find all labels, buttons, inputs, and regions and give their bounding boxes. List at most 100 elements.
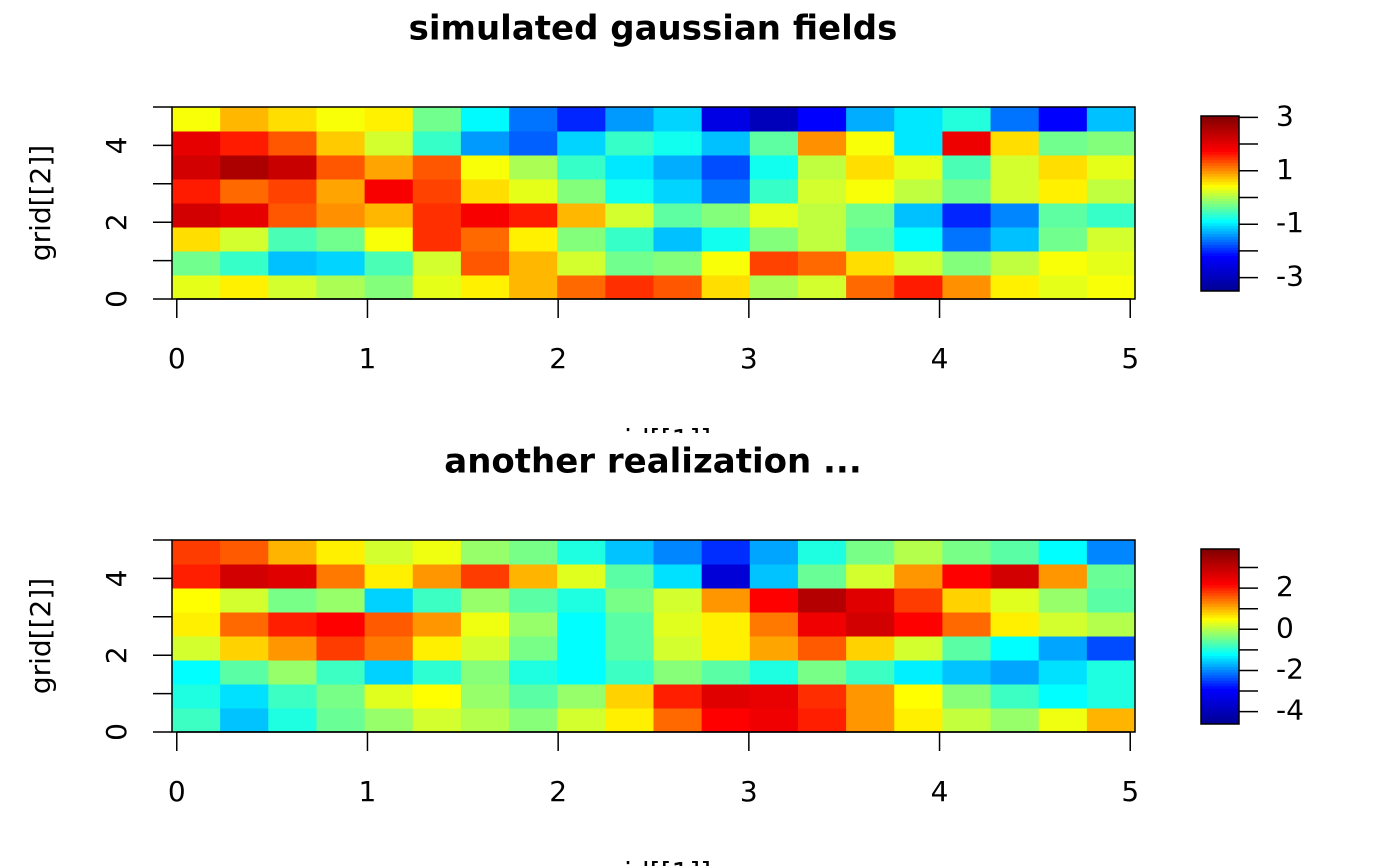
heatmap-cell	[557, 155, 606, 180]
heatmap-cell	[749, 107, 799, 132]
colorbar-step	[1201, 551, 1239, 555]
heatmap-cell	[460, 155, 510, 180]
colorbar-step	[1201, 628, 1239, 632]
heatmap-cell	[846, 684, 895, 709]
heatmap-cell	[1086, 660, 1136, 685]
heatmap-cell	[1086, 588, 1136, 613]
colorbar-step	[1201, 713, 1239, 717]
heatmap-cell	[268, 131, 317, 156]
heatmap-cell	[268, 588, 317, 613]
heatmap-cell	[701, 155, 751, 180]
heatmap-cell	[172, 275, 221, 300]
heatmap-cell	[797, 540, 847, 565]
heatmap-cell	[509, 660, 558, 685]
heatmap-cell	[1086, 540, 1136, 565]
heatmap-cell	[894, 564, 943, 589]
heatmap-cell	[557, 588, 606, 613]
colorbar-step	[1201, 143, 1239, 147]
heatmap-cell	[942, 564, 992, 589]
heatmap-cell	[894, 251, 943, 276]
heatmap-cell	[1086, 179, 1136, 204]
colorbar-step	[1201, 263, 1239, 267]
heatmap-cell	[220, 564, 269, 589]
heatmap-cell	[653, 708, 703, 733]
heatmap-cell	[220, 155, 269, 180]
heatmap-cell	[509, 684, 558, 709]
heatmap-cell	[509, 251, 558, 276]
colorbar-step	[1201, 650, 1239, 654]
colorbar-step	[1201, 189, 1239, 194]
heatmap-cell	[316, 588, 366, 613]
heatmap-cell	[557, 227, 606, 252]
heatmap-cell	[797, 155, 847, 180]
heatmap-cell	[220, 588, 269, 613]
heatmap-cell	[701, 708, 751, 733]
x-tick-label: 4	[931, 342, 949, 375]
colorbar-step	[1201, 118, 1239, 122]
colorbar-step	[1201, 559, 1239, 564]
colorbar-step	[1201, 222, 1239, 226]
colorbar-step	[1201, 573, 1239, 577]
colorbar-step	[1201, 260, 1239, 265]
heatmap-cell	[701, 251, 751, 276]
colorbar-step	[1201, 620, 1239, 624]
heatmap-cell	[316, 251, 366, 276]
heatmap-cell	[942, 131, 992, 156]
heatmap-cell	[509, 564, 558, 589]
heatmap-cell	[846, 540, 895, 565]
heatmap-cell	[894, 107, 943, 132]
heatmap-cell	[460, 275, 510, 300]
heatmap-cell	[220, 660, 269, 685]
x-tick-label: 3	[740, 342, 758, 375]
heatmap-cell	[268, 179, 317, 204]
heatmap-cell	[1038, 588, 1088, 613]
heatmap-cell	[605, 251, 654, 276]
x-tick-label: 5	[1121, 342, 1139, 375]
colorbar-step	[1201, 157, 1239, 161]
heatmap-cell	[460, 203, 510, 228]
heatmap-cell	[316, 708, 366, 733]
heatmap-cell	[1086, 131, 1136, 156]
heatmap-cell	[797, 227, 847, 252]
colorbar-step	[1201, 584, 1239, 588]
heatmap-cell	[701, 684, 751, 709]
heatmap-cell	[316, 107, 366, 132]
heatmap-cell	[172, 588, 221, 613]
colorbar-step	[1201, 598, 1239, 602]
heatmap-cell	[364, 131, 414, 156]
heatmap-cell	[460, 660, 510, 685]
heatmap-cell	[653, 155, 703, 180]
heatmap-cell	[797, 107, 847, 132]
colorbar-step	[1201, 682, 1239, 687]
colorbar-step	[1201, 269, 1239, 273]
heatmap-cell	[220, 708, 269, 733]
heatmap-cell	[797, 564, 847, 589]
heatmap-cell	[268, 251, 317, 276]
heatmap-cell	[316, 275, 366, 300]
heatmap-cell	[172, 251, 221, 276]
colorbar-step	[1201, 691, 1239, 695]
heatmap-cell	[846, 155, 895, 180]
colorbar-step	[1201, 674, 1239, 679]
colorbar-step	[1201, 203, 1239, 207]
heatmap-cell	[749, 131, 799, 156]
heatmap-cell	[1086, 155, 1136, 180]
heatmap-cell	[942, 684, 992, 709]
colorbar-step	[1201, 146, 1239, 150]
heatmap-cell	[846, 612, 895, 637]
colorbar-frame	[1200, 548, 1240, 725]
heatmap-cell	[701, 179, 751, 204]
heatmap-cell	[701, 660, 751, 685]
heatmap-cell	[749, 684, 799, 709]
heatmap-cell	[557, 251, 606, 276]
x-tick-label: 0	[168, 775, 186, 808]
heatmap-cell	[605, 708, 654, 733]
heatmap-cell	[268, 107, 317, 132]
heatmap-cell	[894, 612, 943, 637]
colorbar-step	[1201, 685, 1239, 689]
heatmap-cell	[990, 179, 1040, 204]
colorbar-step	[1201, 271, 1239, 276]
colorbar-step	[1201, 285, 1239, 289]
colorbar-step	[1201, 721, 1239, 725]
heatmap-cell	[268, 660, 317, 685]
